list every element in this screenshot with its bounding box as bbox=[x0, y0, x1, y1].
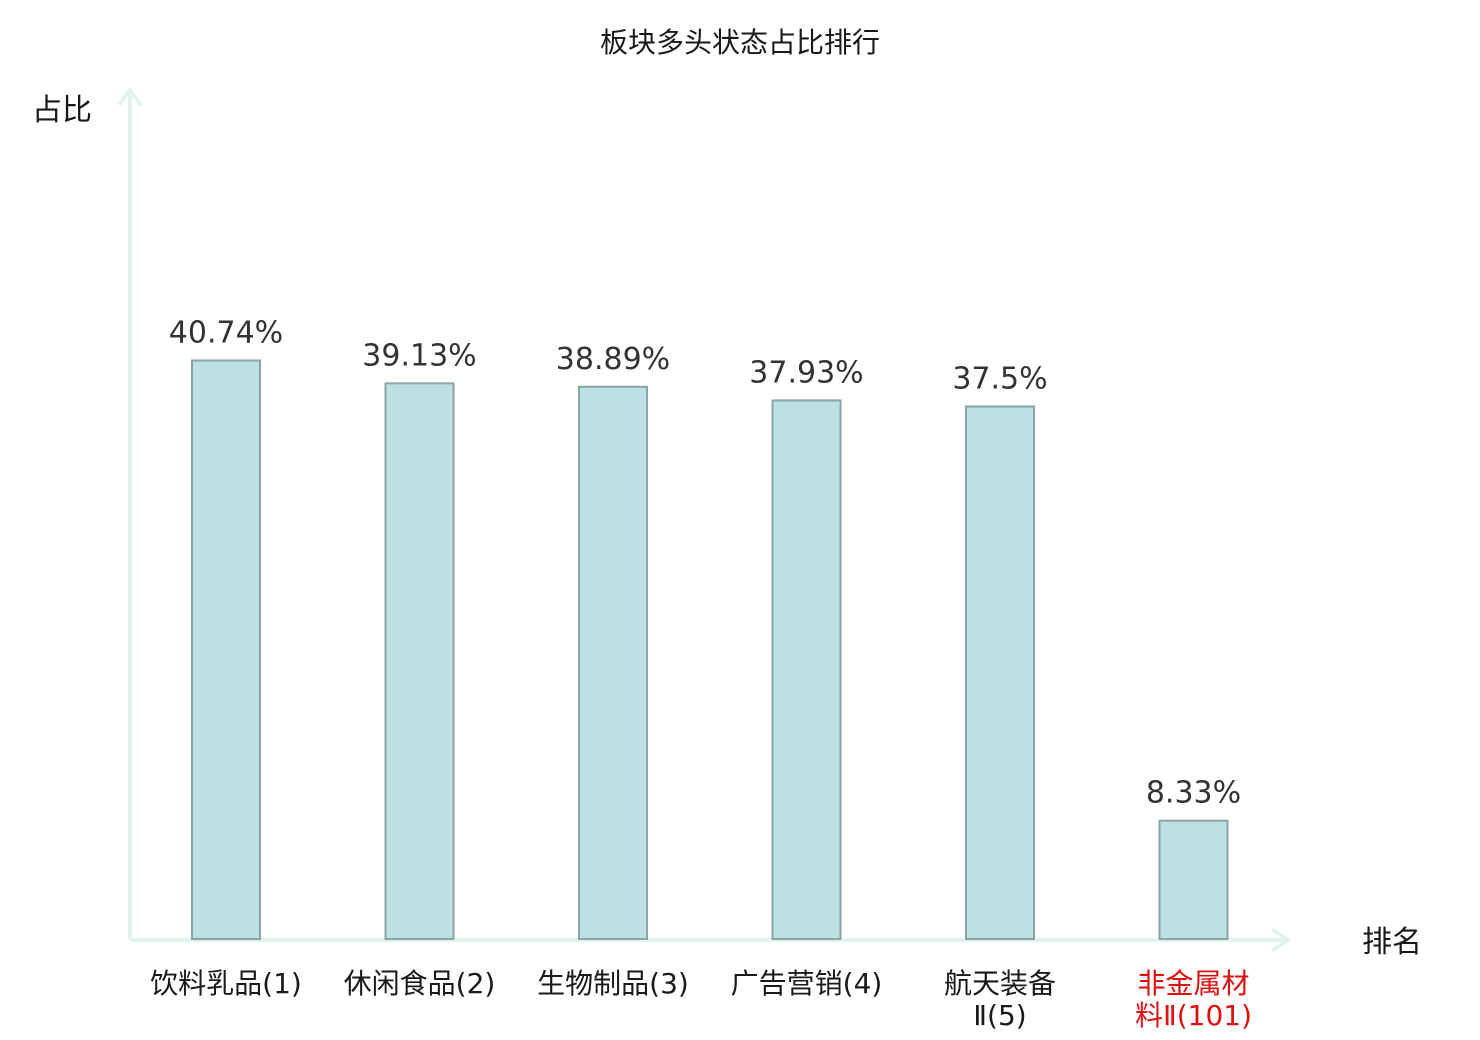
bars-group bbox=[191, 359, 1229, 941]
chart-title: 板块多头状态占比排行 bbox=[600, 26, 880, 59]
x-axis-label: 排名 bbox=[1362, 925, 1422, 960]
x-tick-label: 广告营销(4) bbox=[731, 967, 883, 1000]
bar bbox=[771, 399, 842, 941]
x-tick-label: 饮料乳品(1) bbox=[150, 967, 302, 1000]
bar bbox=[384, 382, 455, 940]
x-tick-label: 生物制品(3) bbox=[537, 967, 689, 1000]
bar bbox=[965, 405, 1035, 940]
bar bbox=[191, 359, 261, 940]
x-tick-label: Ⅱ(5) bbox=[973, 999, 1026, 1032]
data-label: 40.74% bbox=[169, 315, 283, 350]
x-tick-label: 料Ⅱ(101) bbox=[1135, 999, 1252, 1032]
value-labels-group: 40.74% 39.13% 38.89% 37.93% 37.5% 8.33% bbox=[169, 315, 1241, 810]
x-tick-label: 航天装备 bbox=[944, 967, 1056, 1000]
axes bbox=[117, 86, 1292, 953]
bar bbox=[578, 385, 648, 940]
data-label: 8.33% bbox=[1146, 776, 1241, 811]
y-axis-label: 占比 bbox=[32, 93, 92, 128]
data-label: 37.93% bbox=[749, 355, 863, 390]
data-label: 38.89% bbox=[556, 342, 670, 377]
x-tick-label: 休闲食品(2) bbox=[344, 967, 496, 1000]
x-axis-arrow-icon bbox=[1270, 927, 1292, 953]
data-label: 39.13% bbox=[362, 338, 476, 373]
x-tick-label: 非金属材 bbox=[1137, 967, 1249, 1000]
bar bbox=[1158, 819, 1229, 940]
data-label: 37.5% bbox=[952, 362, 1047, 397]
y-axis-arrow-icon bbox=[117, 86, 143, 107]
